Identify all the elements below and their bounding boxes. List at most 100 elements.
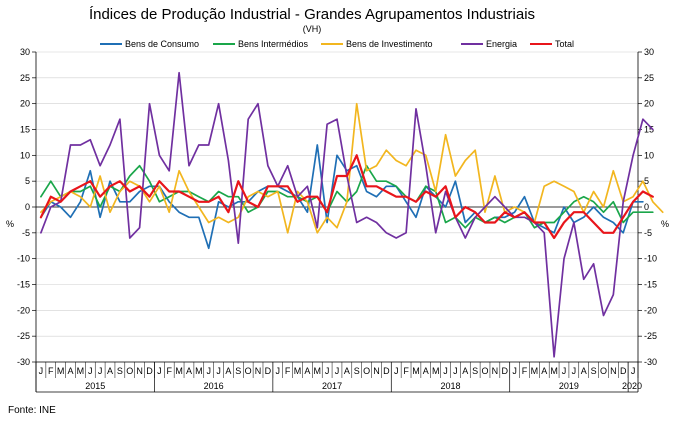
month-label: M <box>432 366 440 376</box>
month-label: A <box>304 366 310 376</box>
y-tick-label-left: 20 <box>20 99 30 109</box>
axes: -30 -30 -25 -25 -20 -20 -15 -15 -10 -10 -5 -5 0 0 5 5 10… <box>17 47 657 393</box>
month-label: M <box>314 366 322 376</box>
y-tick-label-left: -20 <box>17 305 30 315</box>
y-tick-label-left: 25 <box>20 73 30 83</box>
month-label: A <box>107 366 113 376</box>
month-label: O <box>126 366 133 376</box>
month-label: A <box>462 366 468 376</box>
month-label: M <box>195 366 203 376</box>
chart-subtitle: (VH) <box>303 24 322 34</box>
y-tick-label-left: 0 <box>25 202 30 212</box>
chart-title: Índices de Produção Industrial - Grandes… <box>89 6 535 23</box>
month-label: F <box>166 366 172 376</box>
month-label: J <box>512 366 517 376</box>
legend: Bens de Consumo Bens Intermédios Bens de I… <box>100 39 574 49</box>
month-label: M <box>77 366 85 376</box>
month-label: M <box>175 366 183 376</box>
legend-label: Bens Intermédios <box>238 39 309 49</box>
y-tick-label-right: 0 <box>644 202 649 212</box>
month-label: J <box>88 366 93 376</box>
month-label: S <box>354 366 360 376</box>
y-tick-label-right: 5 <box>644 176 649 186</box>
y-tick-label-left: -15 <box>17 280 30 290</box>
month-label: A <box>344 366 350 376</box>
month-label: J <box>335 366 340 376</box>
month-label: F <box>403 366 409 376</box>
y-tick-label-left: -10 <box>17 254 30 264</box>
y-tick-label-right: -15 <box>644 280 657 290</box>
month-label: J <box>453 366 458 376</box>
y-tick-label-right: -5 <box>644 228 652 238</box>
month-label: J <box>572 366 577 376</box>
month-label: D <box>146 366 153 376</box>
y-unit-right: % <box>661 219 669 229</box>
y-tick-label-left: 15 <box>20 125 30 135</box>
month-label: J <box>98 366 103 376</box>
year-label: 2020 <box>622 381 642 391</box>
year-label: 2016 <box>204 381 224 391</box>
y-tick-label-right: 30 <box>644 47 654 57</box>
month-label: A <box>68 366 74 376</box>
series-line-total <box>39 154 654 240</box>
month-label: M <box>294 366 302 376</box>
month-label: A <box>581 366 587 376</box>
month-label: M <box>531 366 539 376</box>
month-label: F <box>48 366 54 376</box>
month-label: O <box>482 366 489 376</box>
month-label: J <box>206 366 211 376</box>
legend-label: Energia <box>486 39 517 49</box>
y-tick-label-right: 15 <box>644 125 654 135</box>
month-label: A <box>541 366 547 376</box>
y-tick-label-left: -5 <box>22 228 30 238</box>
month-label: J <box>157 366 162 376</box>
month-label: S <box>472 366 478 376</box>
legend-label: Bens de Investimento <box>346 39 433 49</box>
y-tick-label-right: -25 <box>644 331 657 341</box>
month-label: O <box>245 366 252 376</box>
y-tick-label-right: -10 <box>644 254 657 264</box>
month-label: N <box>492 366 499 376</box>
y-tick-label-left: 30 <box>20 47 30 57</box>
y-tick-label-right: 25 <box>644 73 654 83</box>
legend-label: Total <box>555 39 574 49</box>
month-label: J <box>276 366 281 376</box>
y-tick-label-left: 10 <box>20 150 30 160</box>
month-label: S <box>235 366 241 376</box>
month-label: M <box>550 366 558 376</box>
y-tick-label-left: 5 <box>25 176 30 186</box>
month-label: S <box>117 366 123 376</box>
series-line-bens-de-investimento <box>40 102 664 234</box>
year-label: 2015 <box>85 381 105 391</box>
y-tick-label-right: 20 <box>644 99 654 109</box>
y-tick-label-left: -25 <box>17 331 30 341</box>
month-label: M <box>57 366 65 376</box>
y-tick-label-right: 10 <box>644 150 654 160</box>
year-label: 2019 <box>559 381 579 391</box>
month-label: D <box>265 366 272 376</box>
month-label: S <box>591 366 597 376</box>
month-label: O <box>363 366 370 376</box>
month-label: J <box>216 366 221 376</box>
month-label: N <box>610 366 617 376</box>
month-label: N <box>136 366 143 376</box>
y-tick-label-right: -20 <box>644 305 657 315</box>
month-label: A <box>423 366 429 376</box>
year-label: 2017 <box>322 381 342 391</box>
month-label: M <box>412 366 420 376</box>
month-label: A <box>186 366 192 376</box>
month-label: N <box>255 366 262 376</box>
month-label: N <box>373 366 380 376</box>
series-layer <box>39 71 664 358</box>
y-tick-label-left: -30 <box>17 357 30 367</box>
year-label: 2018 <box>440 381 460 391</box>
month-label: J <box>631 366 636 376</box>
month-label: D <box>620 366 627 376</box>
month-label: D <box>502 366 509 376</box>
month-label: J <box>394 366 399 376</box>
y-tick-label-right: -30 <box>644 357 657 367</box>
series-line-bens-de-consumo <box>40 144 644 250</box>
month-label: D <box>383 366 390 376</box>
month-label: J <box>325 366 330 376</box>
